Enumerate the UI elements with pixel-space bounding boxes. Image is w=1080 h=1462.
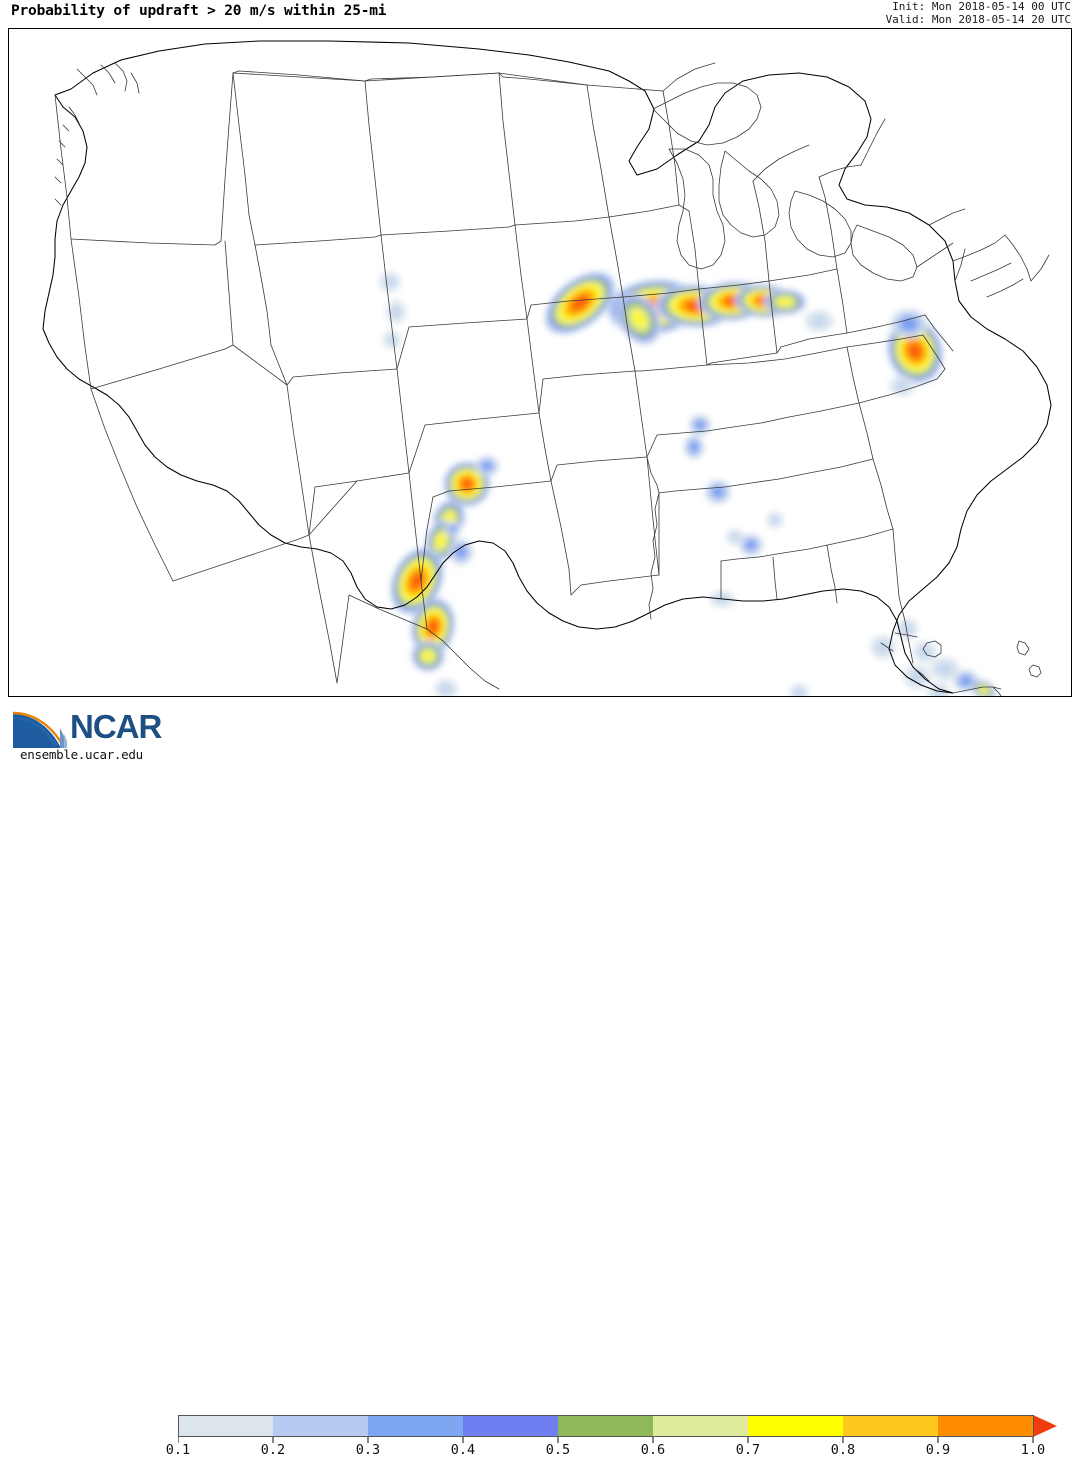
colorbar-tick-label: 0.2 [260,1442,286,1458]
ncar-wordmark: NCAR [70,708,162,745]
forecast-timestamps: Init: Mon 2018-05-14 00 UTC Valid: Mon 2… [885,0,1071,26]
probability-field-layer [378,270,997,696]
colorbar-tick-label: 0.5 [545,1442,571,1458]
ncar-logo: NCAR ensemble.ucar.edu [8,706,170,762]
init-time: Init: Mon 2018-05-14 00 UTC [892,0,1071,13]
colorbar-tick-label: 0.1 [165,1442,191,1458]
page-title: Probability of updraft > 20 m/s within 2… [11,3,387,19]
colorbar-tick-label: 0.7 [735,1442,761,1458]
valid-time: Valid: Mon 2018-05-14 20 UTC [885,12,1071,26]
header-bar: Probability of updraft > 20 m/s within 2… [0,0,1080,28]
colorbar-segment [558,1415,654,1437]
colorbar-tick-label: 0.9 [925,1442,951,1458]
colorbar-tick-label: 0.6 [640,1442,666,1458]
colorbar-tick-label: 0.8 [830,1442,856,1458]
colorbar-tick-label: 0.3 [355,1442,381,1458]
map-plot-area [8,28,1072,697]
colorbar-segment [463,1415,559,1437]
colorbar-segment [653,1415,749,1437]
colorbar-tick-label: 1.0 [1020,1442,1046,1458]
footer-bar: NCAR ensemble.ucar.edu 0.1 0.2 0.3 0.4 0.5 0.… [0,697,1080,1458]
colorbar-extend-arrow [1033,1415,1057,1437]
colorbar-tick-labels: 0.1 0.2 0.3 0.4 0.5 0.6 0.7 0.8 0.9 1.0 [0,1442,1080,1462]
colorbar-segment [178,1415,274,1437]
colorbar-tick-label: 0.4 [450,1442,476,1458]
ncar-swoosh-icon [12,711,67,748]
colorbar-segment [843,1415,939,1437]
colorbar-segment [368,1415,464,1437]
colorbar-segment [938,1415,1034,1437]
colorbar[interactable] [178,1415,1058,1437]
us-map-outline [42,40,1052,696]
colorbar-segment [748,1415,844,1437]
colorbar-segment [273,1415,369,1437]
ncar-url: ensemble.ucar.edu [20,747,143,762]
